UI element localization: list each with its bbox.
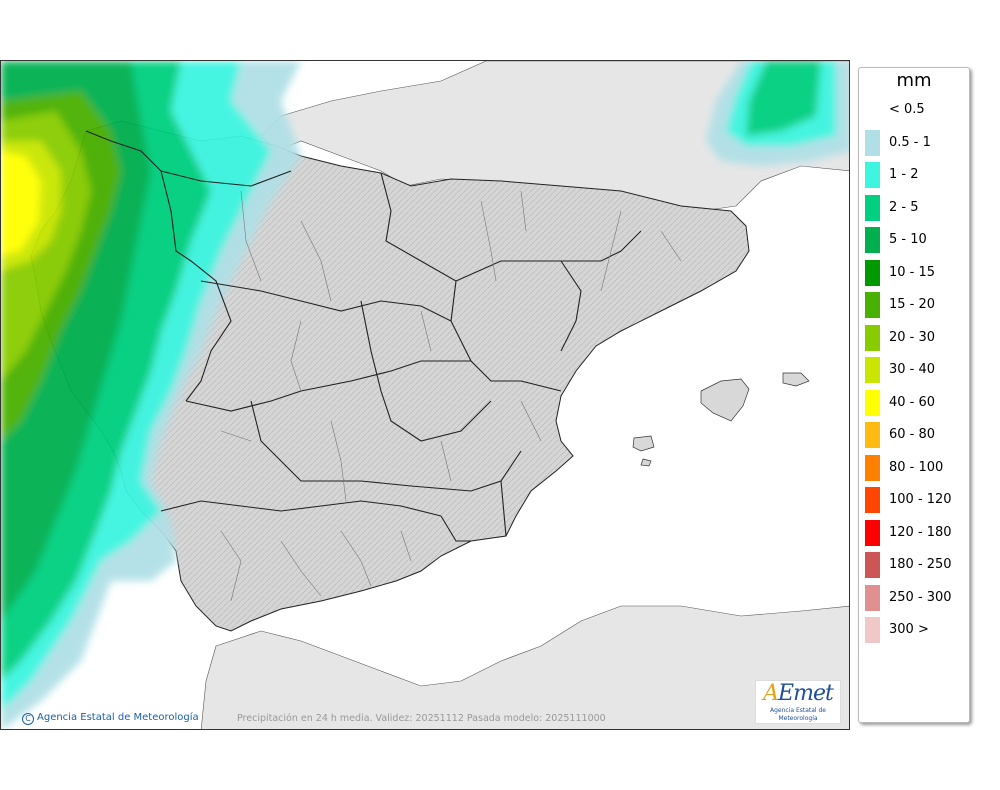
legend-item: 60 - 80 — [859, 422, 969, 448]
logo-subtitle: Agencia Estatal de Meteorología — [769, 707, 826, 722]
legend-label: 0.5 - 1 — [889, 134, 931, 150]
legend-swatch — [865, 454, 880, 481]
legend-swatch — [865, 552, 880, 578]
legend-swatch — [865, 292, 880, 318]
legend-item: 15 - 20 — [859, 292, 969, 318]
legend-swatch — [865, 97, 880, 123]
logo-letter-a: A — [763, 681, 779, 706]
legend-label: 300 > — [889, 622, 929, 637]
legend-label: 30 - 40 — [889, 362, 936, 377]
map-frame — [0, 60, 850, 730]
legend-item: 30 - 40 — [859, 357, 969, 383]
legend-swatch — [865, 357, 880, 383]
legend-item: 2 - 5 — [859, 194, 969, 221]
legend-label: 100 - 120 — [889, 492, 952, 507]
balearic-islands — [632, 372, 810, 467]
legend-swatch — [865, 584, 880, 611]
legend-swatch — [865, 422, 880, 448]
legend-swatch — [865, 519, 880, 546]
legend-item: 180 - 250 — [859, 552, 969, 578]
province-borders — [220, 190, 682, 602]
region-borders — [85, 130, 642, 542]
map-caption: Precipitación en 24 h media. Validez: 20… — [237, 713, 606, 724]
legend: mm < 0.5 0.5 - 1 1 - 2 2 - 5 5 - 10 10 - 15 15… — [858, 67, 970, 723]
legend-item: 5 - 10 — [859, 227, 969, 253]
precipitation-map — [1, 61, 849, 729]
legend-item: 0.5 - 1 — [859, 129, 969, 156]
aemet-logo: AEmet Agencia Estatal de Meteorología — [755, 680, 841, 724]
legend-swatch — [865, 162, 880, 188]
legend-label: 40 - 60 — [889, 394, 936, 410]
legend-unit: mm — [896, 70, 932, 91]
legend-label: 80 - 100 — [889, 459, 944, 475]
africa-land — [200, 605, 849, 729]
precip-overlay — [1, 61, 849, 729]
legend-label: 120 - 180 — [889, 524, 952, 540]
legend-label: 5 - 10 — [889, 232, 927, 247]
legend-item: 300 > — [859, 617, 969, 643]
legend-item: 40 - 60 — [859, 389, 969, 416]
legend-label: 10 - 15 — [889, 264, 936, 280]
legend-item: 1 - 2 — [859, 162, 969, 188]
legend-swatch — [865, 389, 880, 416]
logo-wordmark: AEmet — [756, 681, 840, 707]
france-land — [260, 61, 849, 212]
legend-swatch — [865, 324, 880, 351]
legend-swatch — [865, 129, 880, 156]
legend-item: 120 - 180 — [859, 519, 969, 546]
legend-item: 250 - 300 — [859, 584, 969, 611]
legend-label: 60 - 80 — [889, 427, 936, 442]
legend-label: 180 - 250 — [889, 557, 952, 572]
legend-swatch — [865, 259, 880, 286]
legend-item: 80 - 100 — [859, 454, 969, 481]
legend-swatch — [865, 487, 880, 513]
legend-label: 2 - 5 — [889, 199, 919, 215]
legend-label: 15 - 20 — [889, 297, 936, 312]
legend-swatch — [865, 227, 880, 253]
credit-text: C Agencia Estatal de Meteorología — [22, 712, 199, 725]
legend-label: 20 - 30 — [889, 329, 936, 345]
credit-label: Agencia Estatal de Meteorología — [37, 712, 199, 723]
logo-letters-rest: Emet — [778, 681, 834, 706]
legend-item: 20 - 30 — [859, 324, 969, 351]
legend-swatch — [865, 194, 880, 221]
legend-swatch — [865, 617, 880, 643]
legend-item: < 0.5 — [859, 97, 969, 123]
copyright-icon: C — [22, 713, 34, 725]
legend-item: 100 - 120 — [859, 487, 969, 513]
legend-item: 10 - 15 — [859, 259, 969, 286]
legend-label: 250 - 300 — [889, 589, 952, 605]
legend-label: 1 - 2 — [889, 167, 919, 182]
legend-label: < 0.5 — [889, 102, 925, 117]
